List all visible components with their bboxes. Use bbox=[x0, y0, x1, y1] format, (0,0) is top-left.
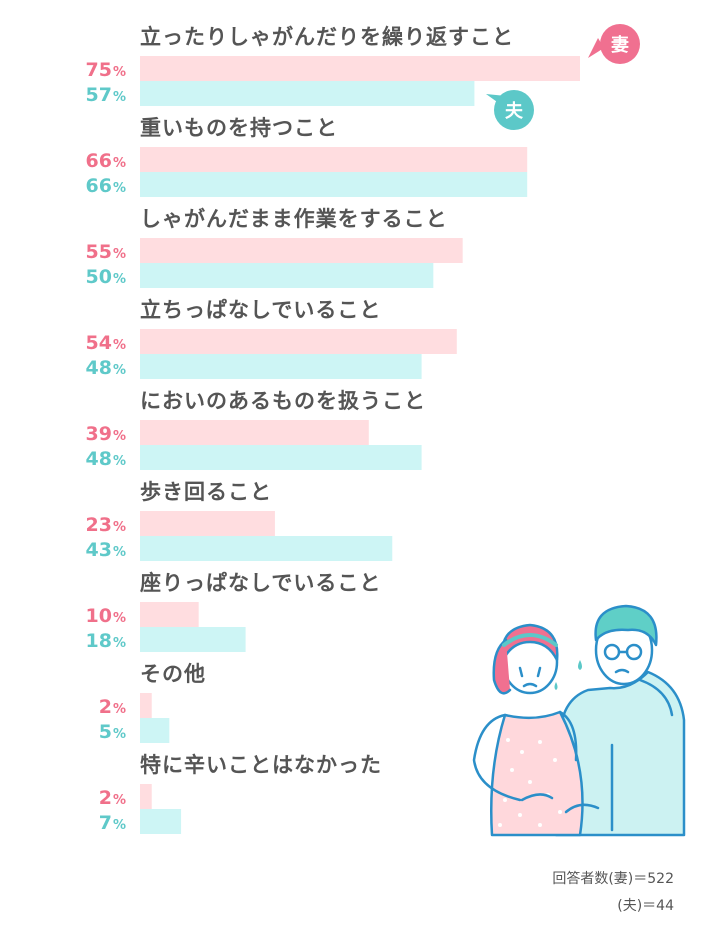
value-label-wife: 66% bbox=[86, 150, 126, 172]
bar-husband bbox=[140, 627, 246, 652]
value-label-wife: 23% bbox=[86, 514, 126, 536]
bar-husband bbox=[140, 809, 182, 834]
value-label-husband: 66% bbox=[86, 175, 126, 197]
value-label-wife: 55% bbox=[86, 241, 126, 263]
bar-husband bbox=[140, 81, 475, 106]
bar-wife bbox=[140, 784, 152, 809]
bar-husband bbox=[140, 536, 393, 561]
category-label: しゃがんだまま作業をすること bbox=[140, 207, 448, 231]
value-label-husband: 48% bbox=[86, 357, 126, 379]
value-label-husband: 43% bbox=[86, 539, 126, 561]
value-label-wife: 54% bbox=[86, 332, 126, 354]
value-label-wife: 75% bbox=[86, 59, 126, 81]
value-label-husband: 48% bbox=[86, 448, 126, 470]
bar-wife bbox=[140, 420, 369, 445]
value-label-wife: 10% bbox=[86, 605, 126, 627]
bar-wife bbox=[140, 238, 463, 263]
bar-wife bbox=[140, 147, 528, 172]
bars-layer: 立ったりしゃがんだりを繰り返すこと 75% 57% 重いものを持つこと 66% 66% しゃ… bbox=[86, 25, 580, 834]
category-label: 立ったりしゃがんだりを繰り返すこと bbox=[140, 25, 514, 49]
value-label-husband: 18% bbox=[86, 630, 126, 652]
bar-wife bbox=[140, 511, 275, 536]
value-label-husband: 5% bbox=[99, 721, 126, 743]
bar-wife bbox=[140, 602, 199, 627]
couple-illustration bbox=[472, 604, 686, 837]
value-label-wife: 2% bbox=[99, 696, 126, 718]
value-label-wife: 39% bbox=[86, 423, 126, 445]
bar-wife bbox=[140, 693, 152, 718]
svg-text:妻: 妻 bbox=[611, 35, 629, 56]
bar-husband bbox=[140, 172, 528, 197]
bar-husband bbox=[140, 263, 434, 288]
wife-badge: 妻 bbox=[588, 24, 640, 64]
svg-text:夫: 夫 bbox=[505, 100, 524, 122]
bar-wife bbox=[140, 56, 580, 81]
bar-wife bbox=[140, 329, 457, 354]
category-label: 立ちっぱなしでいること bbox=[140, 298, 381, 322]
category-label: その他 bbox=[140, 662, 206, 686]
category-label: 特に辛いことはなかった bbox=[140, 753, 382, 777]
value-label-husband: 50% bbox=[86, 266, 126, 288]
category-label: 座りっぱなしでいること bbox=[140, 571, 381, 595]
category-label: 重いものを持つこと bbox=[140, 116, 338, 140]
bar-husband bbox=[140, 718, 170, 743]
value-label-wife: 2% bbox=[99, 787, 126, 809]
bar-husband bbox=[140, 354, 422, 379]
respondents-husband: (夫)＝44 bbox=[617, 898, 674, 914]
husband-badge: 夫 bbox=[486, 90, 534, 130]
value-label-husband: 57% bbox=[86, 84, 126, 106]
respondents-wife: 回答者数(妻)＝522 bbox=[552, 871, 674, 887]
category-label: においのあるものを扱うこと bbox=[140, 389, 426, 413]
bar-husband bbox=[140, 445, 422, 470]
category-label: 歩き回ること bbox=[140, 480, 272, 504]
value-label-husband: 7% bbox=[99, 812, 126, 834]
